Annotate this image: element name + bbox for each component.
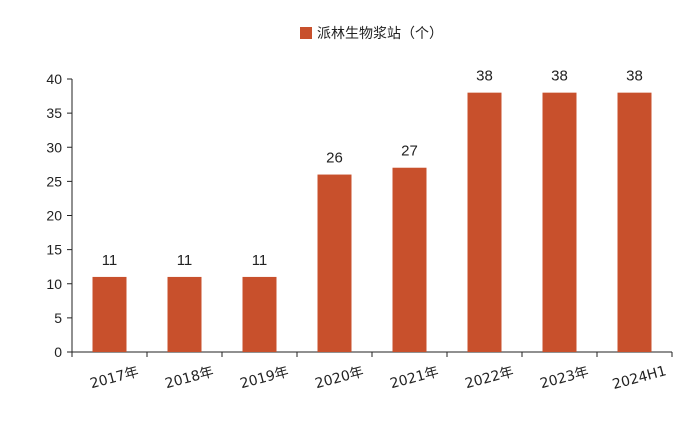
bar bbox=[167, 276, 202, 352]
x-axis bbox=[71, 351, 673, 357]
x-tick-label: 2023年 bbox=[538, 364, 590, 392]
y-tick-label: 40 bbox=[46, 71, 62, 87]
y-tick-label: 35 bbox=[46, 105, 62, 121]
y-tick-label: 5 bbox=[54, 310, 62, 326]
x-tick-label: 2019年 bbox=[238, 364, 290, 392]
y-tick-label: 15 bbox=[46, 242, 62, 258]
data-label: 26 bbox=[326, 150, 343, 167]
data-label: 27 bbox=[401, 143, 418, 160]
legend-swatch bbox=[300, 27, 312, 39]
y-tick-label: 30 bbox=[46, 139, 62, 155]
data-label: 11 bbox=[252, 252, 268, 269]
category-labels: 2017年 2018年 2019年 2020年 2021年 2022年 2023年 2024H… bbox=[88, 363, 668, 393]
bar bbox=[92, 276, 127, 352]
y-axis: 0 5 10 15 20 25 30 35 40 bbox=[46, 71, 73, 360]
y-tick-label: 25 bbox=[46, 173, 62, 189]
x-tick-label: 2017年 bbox=[88, 364, 140, 392]
data-label: 38 bbox=[626, 68, 643, 85]
bar bbox=[617, 92, 652, 353]
bars bbox=[92, 92, 652, 353]
y-tick-label: 20 bbox=[46, 208, 62, 224]
data-label: 38 bbox=[476, 68, 493, 85]
bar bbox=[542, 92, 577, 353]
legend: 派林生物浆站（个） bbox=[300, 26, 443, 42]
x-tick-label: 2021年 bbox=[388, 364, 440, 392]
x-tick-label: 2018年 bbox=[163, 364, 215, 392]
bar bbox=[317, 174, 352, 352]
x-tick-label: 2024H1 bbox=[611, 363, 668, 393]
bar bbox=[467, 92, 502, 353]
y-tick-label: 10 bbox=[46, 276, 62, 292]
x-tick-label: 2020年 bbox=[313, 364, 365, 392]
x-tick-label: 2022年 bbox=[463, 364, 515, 392]
data-label: 11 bbox=[177, 252, 193, 269]
y-tick-label: 0 bbox=[54, 344, 62, 360]
legend-label: 派林生物浆站（个） bbox=[317, 26, 443, 42]
data-labels: 11 11 11 26 27 38 38 38 bbox=[102, 68, 643, 269]
bar bbox=[392, 167, 427, 352]
data-label: 11 bbox=[102, 252, 118, 269]
data-label: 38 bbox=[551, 68, 568, 85]
bar bbox=[242, 276, 277, 352]
